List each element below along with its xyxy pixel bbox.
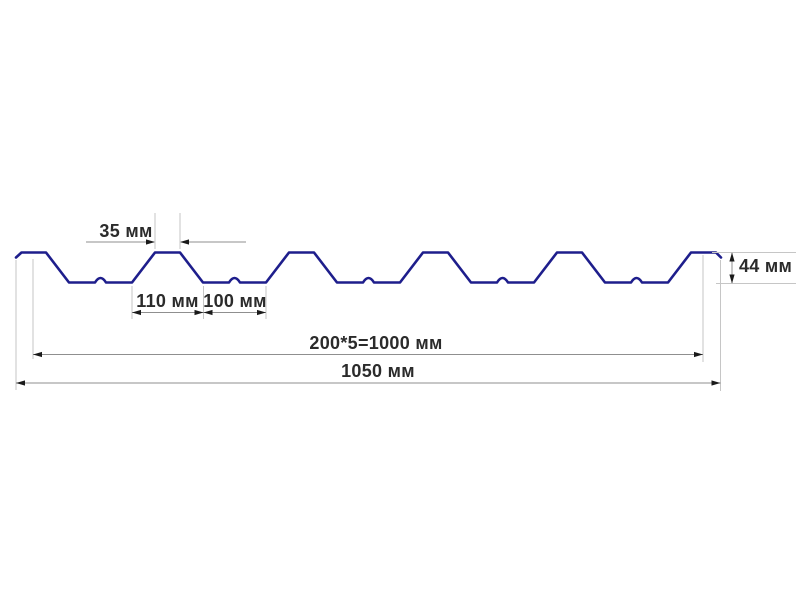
dimension-profile-height: 44 мм: [712, 252, 796, 284]
arrowhead: [180, 239, 189, 245]
arrowhead: [729, 274, 735, 284]
arrowhead: [146, 239, 155, 245]
dimension-label-valley: 100 мм: [203, 291, 266, 311]
dimension-label-height: 44 мм: [739, 256, 792, 276]
dimension-label-coverage: 200*5=1000 мм: [309, 333, 442, 353]
arrowhead: [194, 309, 204, 316]
arrowhead: [132, 309, 141, 316]
arrowhead: [694, 351, 703, 358]
arrowhead: [257, 309, 266, 316]
dimension-label-crest-width: 35 мм: [99, 221, 152, 241]
dimension-overall-width: 1050 мм: [15, 260, 721, 391]
arrowhead: [16, 380, 25, 386]
dimension-coverage-width: 200*5=1000 мм: [32, 255, 704, 362]
profile-sheet-outline: [14, 251, 723, 284]
dimension-rib-base-width: 110 мм: [131, 286, 204, 319]
dimension-crest-width: 35 мм: [86, 213, 246, 249]
arrowhead: [203, 309, 213, 316]
dimension-label-overall: 1050 мм: [341, 361, 415, 381]
arrowhead: [711, 380, 721, 386]
dimension-label-rib-base: 110 мм: [136, 291, 198, 311]
arrowhead: [33, 351, 42, 358]
arrowhead: [729, 252, 735, 262]
dimension-valley-width: 100 мм: [203, 286, 267, 319]
